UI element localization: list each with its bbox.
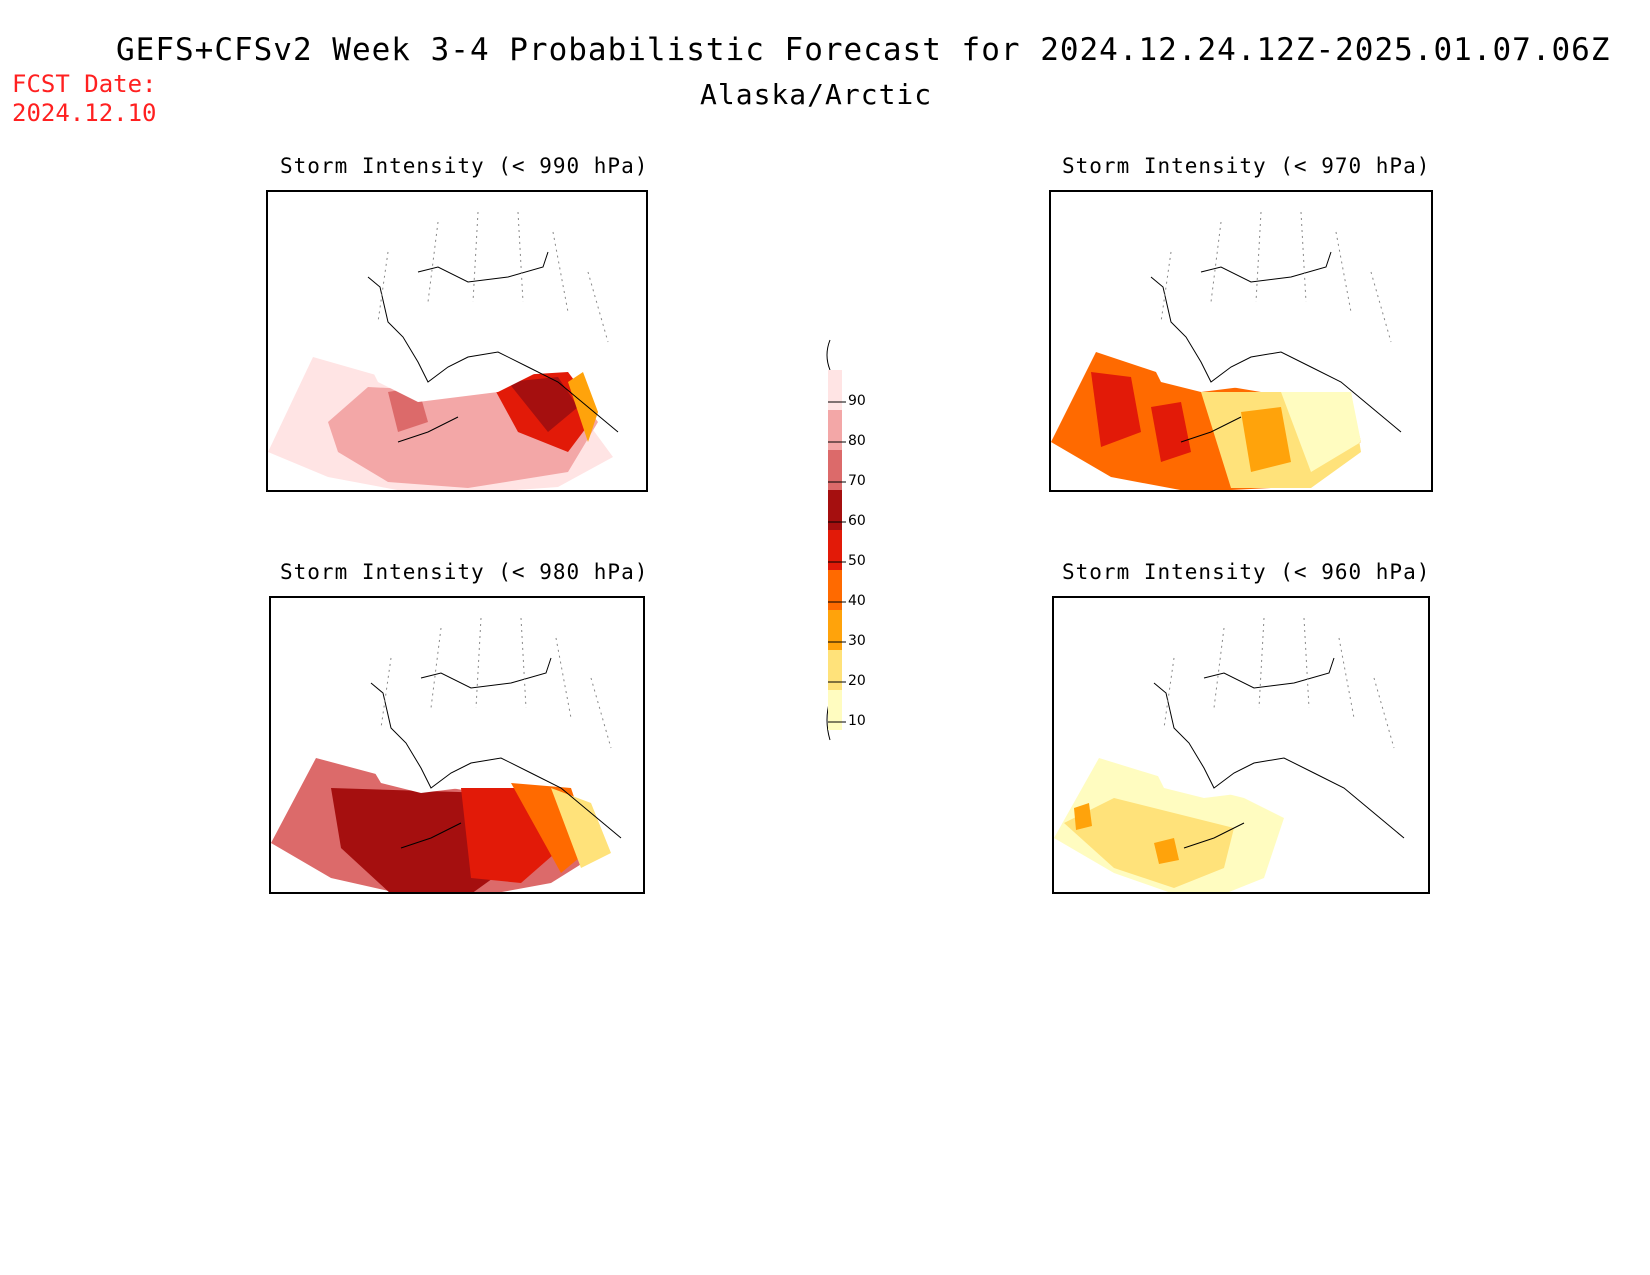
legend-swatch: [828, 450, 842, 490]
panel-title-980: Storm Intensity (< 980 hPa): [280, 560, 649, 584]
panel-title-970: Storm Intensity (< 970 hPa): [1062, 154, 1431, 178]
legend-label: 30: [848, 633, 866, 649]
legend-swatch: [828, 650, 842, 690]
legend-swatch: [828, 530, 842, 570]
legend-label: 80: [848, 433, 866, 449]
legend-swatch: [828, 610, 842, 650]
legend-swatch: [828, 410, 842, 450]
map-svg-990: [268, 211, 619, 490]
map-panel-980: [269, 596, 645, 894]
legend-swatch: [828, 490, 842, 530]
forecast-date-block: FCST Date: 2024.12.10: [12, 70, 157, 128]
legend-swatch: [828, 370, 842, 410]
region-subtitle: Alaska/Arctic: [700, 78, 933, 111]
map-panel-990: [266, 190, 648, 492]
legend-swatch: [828, 570, 842, 610]
legend-label: 40: [848, 593, 866, 609]
map-svg-960: [1054, 617, 1405, 892]
legend-bar: [826, 339, 846, 741]
map-svg-970: [1051, 211, 1402, 490]
panel-title-990: Storm Intensity (< 990 hPa): [280, 154, 649, 178]
legend-label: 20: [848, 673, 866, 689]
legend-label: 90: [848, 393, 866, 409]
map-svg-980: [271, 617, 622, 892]
legend-label: 10: [848, 713, 866, 729]
color-legend: 90 80 70 60 50 40 30 20 10: [820, 330, 910, 750]
figure-title: GEFS+CFSv2 Week 3-4 Probabilistic Foreca…: [116, 32, 1611, 68]
forecast-date-value: 2024.12.10: [12, 99, 157, 127]
forecast-date-label: FCST Date:: [12, 70, 157, 98]
panel-title-960: Storm Intensity (< 960 hPa): [1062, 560, 1431, 584]
legend-label: 50: [848, 553, 866, 569]
legend-swatch: [828, 690, 842, 730]
legend-label: 60: [848, 513, 866, 529]
map-panel-970: [1049, 190, 1433, 492]
map-panel-960: [1052, 596, 1430, 894]
legend-label: 70: [848, 473, 866, 489]
